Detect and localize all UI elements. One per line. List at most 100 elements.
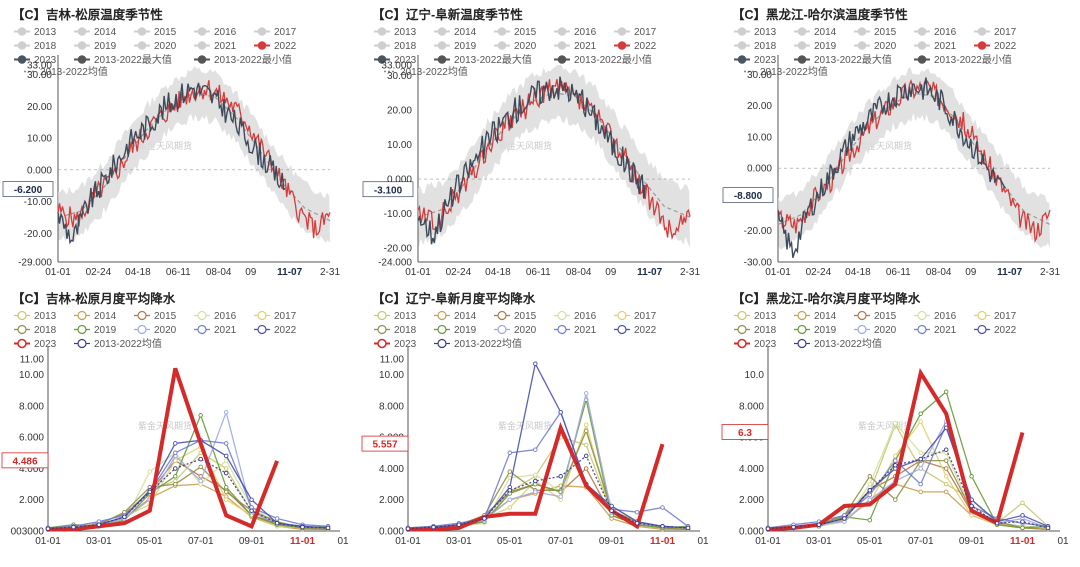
legend-item[interactable]: 2022 [614, 41, 657, 52]
x-tick-label: 01-01 [755, 536, 781, 547]
legend-item[interactable]: 2017 [974, 310, 1017, 322]
legend-item[interactable]: 2022 [974, 324, 1017, 336]
legend-item[interactable]: 2019 [74, 41, 117, 52]
legend-item[interactable]: 2023 [14, 55, 57, 66]
rain-chart-1: 【C】辽宁-阜新月度平均降水 2013 2014 2015 2016 2017 2018 2… [361, 291, 709, 547]
legend-item[interactable]: 2017 [614, 27, 657, 38]
data-point [223, 441, 229, 446]
data-point [274, 516, 280, 521]
legend-item[interactable]: 2020 [854, 41, 897, 52]
data-point [558, 409, 563, 415]
legend-item[interactable]: 2013-2022均值 [434, 337, 522, 350]
legend-item[interactable]: 2015 [494, 310, 537, 322]
legend-item[interactable]: 2013 [374, 27, 417, 38]
legend-item[interactable]: 2021 [554, 41, 597, 52]
legend-item[interactable]: 2021 [554, 324, 597, 336]
legend-item[interactable]: 2016 [554, 27, 597, 38]
legend-item[interactable]: 2023 [14, 338, 57, 350]
legend-item[interactable]: 2015 [854, 27, 897, 38]
legend-item[interactable]: 2013-2022均值 [74, 337, 162, 350]
legend-item[interactable]: 2016 [914, 310, 957, 322]
legend-item[interactable]: 2018 [14, 324, 57, 336]
legend-item[interactable]: 2013 [734, 27, 777, 38]
legend-item[interactable]: 2020 [494, 324, 537, 336]
legend-item[interactable]: 2013 [14, 27, 57, 38]
legend-item[interactable]: 2013-2022最小值 [194, 53, 292, 66]
legend-item[interactable]: 2021 [914, 324, 957, 336]
y-tick-label: 0.000 [387, 175, 412, 186]
data-point [223, 497, 229, 502]
legend-item[interactable]: 2022 [614, 324, 657, 336]
x-tick-label: 09 [605, 267, 617, 278]
legend-item[interactable]: 2014 [794, 310, 837, 322]
legend-item[interactable]: 2015 [854, 310, 897, 322]
legend-item[interactable]: 2013 [374, 310, 417, 322]
legend-label: 2022 [634, 41, 657, 52]
series-2023 [57, 82, 286, 245]
legend-item[interactable]: 2020 [494, 41, 537, 52]
legend-item[interactable]: 2014 [74, 27, 117, 38]
legend-label: 2021 [214, 41, 237, 52]
legend-item[interactable]: 2013-2022最大值 [74, 53, 172, 66]
legend-item[interactable]: 2023 [734, 338, 777, 350]
legend-item[interactable]: 2013 [14, 310, 57, 322]
legend-item[interactable]: 2018 [14, 41, 57, 52]
legend-item[interactable]: 2013-2022均值 [744, 65, 828, 78]
legend-item[interactable]: 2013-2022均值 [24, 65, 108, 78]
legend-item[interactable]: 2013-2022最大值 [434, 53, 532, 66]
legend-item[interactable]: 2019 [434, 324, 477, 336]
legend-item[interactable]: 2014 [434, 310, 477, 322]
legend-item[interactable]: 2020 [134, 324, 177, 336]
legend-item[interactable]: 2022 [254, 324, 297, 336]
legend-item[interactable]: 2016 [194, 27, 237, 38]
legend-label: 2020 [874, 41, 897, 52]
legend-item[interactable]: 2021 [194, 324, 237, 336]
legend-item[interactable]: 2022 [254, 41, 297, 52]
legend-label: 2023 [34, 55, 57, 66]
y-tick-label: 4.000 [379, 464, 404, 475]
legend-item[interactable]: 2023 [374, 55, 417, 66]
legend-item[interactable]: 2019 [74, 324, 117, 336]
legend-item[interactable]: 2013 [734, 310, 777, 322]
legend-item[interactable]: 2019 [434, 41, 477, 52]
legend-item[interactable]: 2013-2022最小值 [554, 53, 652, 66]
legend-item[interactable]: 2016 [554, 310, 597, 322]
data-point [1020, 525, 1025, 531]
chart-title: 【C】黑龙江-哈尔滨月度平均降水 [732, 291, 921, 306]
legend-item[interactable]: 2014 [794, 27, 837, 38]
legend-item[interactable]: 2019 [794, 41, 837, 52]
legend-item[interactable]: 2015 [494, 27, 537, 38]
legend-item[interactable]: 2016 [194, 310, 237, 322]
legend-label: 2015 [514, 27, 537, 38]
legend-item[interactable]: 2023 [734, 55, 777, 66]
legend-item[interactable]: 2013-2022最小值 [914, 53, 1012, 66]
legend-item[interactable]: 2017 [254, 310, 297, 322]
legend-item[interactable]: 2014 [74, 310, 117, 322]
legend-item[interactable]: 2017 [974, 27, 1017, 38]
legend-item[interactable]: 2015 [134, 310, 177, 322]
legend-item[interactable]: 2013-2022最大值 [794, 53, 892, 66]
legend-item[interactable]: 2019 [794, 324, 837, 336]
data-point [405, 526, 411, 531]
legend-label: 2019 [454, 325, 477, 336]
legend-item[interactable]: 2017 [614, 310, 657, 322]
legend-item[interactable]: 2018 [734, 41, 777, 52]
legend-item[interactable]: 2014 [434, 27, 477, 38]
data-point [969, 503, 974, 509]
legend-label: 2013-2022均值 [400, 65, 468, 78]
legend-item[interactable]: 2013-2022均值 [384, 65, 468, 78]
legend-item[interactable]: 2022 [974, 41, 1017, 52]
legend-item[interactable]: 2021 [194, 41, 237, 52]
legend-item[interactable]: 2020 [854, 324, 897, 336]
legend-item[interactable]: 2021 [914, 41, 957, 52]
legend-item[interactable]: 2018 [374, 324, 417, 336]
legend-item[interactable]: 2023 [374, 338, 417, 350]
legend-item[interactable]: 2020 [134, 41, 177, 52]
data-point [918, 466, 923, 471]
legend-item[interactable]: 2018 [374, 41, 417, 52]
legend-item[interactable]: 2015 [134, 27, 177, 38]
legend-item[interactable]: 2013-2022均值 [794, 337, 882, 350]
legend-item[interactable]: 2017 [254, 27, 297, 38]
legend-item[interactable]: 2018 [734, 324, 777, 336]
legend-item[interactable]: 2016 [914, 27, 957, 38]
